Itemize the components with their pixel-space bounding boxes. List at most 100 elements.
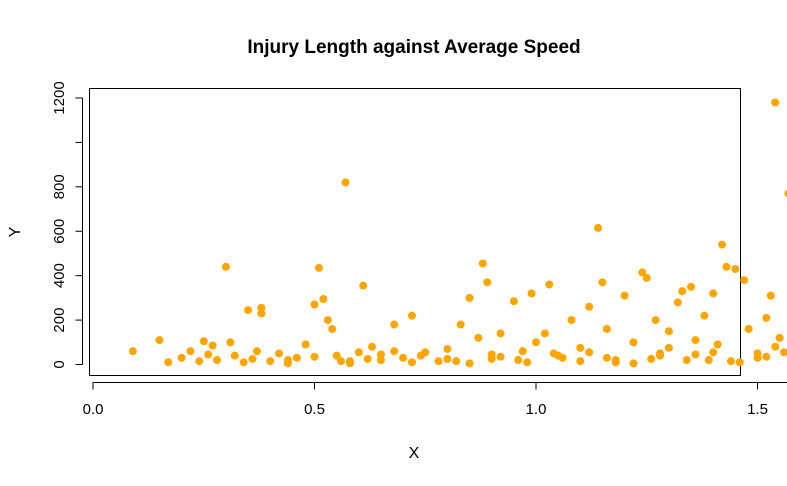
- data-point: [545, 280, 554, 289]
- data-point: [700, 311, 709, 320]
- data-point: [376, 350, 385, 359]
- data-point: [328, 324, 337, 333]
- data-point: [585, 348, 594, 357]
- data-point: [687, 282, 696, 291]
- data-point: [443, 354, 452, 363]
- data-point: [718, 240, 727, 249]
- data-point: [647, 354, 656, 363]
- data-point: [323, 316, 332, 325]
- y-tick-label: 0: [51, 360, 68, 368]
- data-point: [638, 268, 647, 277]
- data-point: [523, 358, 532, 367]
- data-point: [345, 359, 354, 368]
- data-point: [576, 357, 585, 366]
- data-point: [509, 297, 518, 306]
- data-point: [230, 351, 239, 360]
- data-point: [602, 324, 611, 333]
- data-point: [239, 358, 248, 367]
- data-point: [204, 350, 213, 359]
- y-tick-label: 1200: [51, 81, 68, 114]
- chart-title: Injury Length against Average Speed: [247, 37, 580, 58]
- data-point: [629, 338, 638, 347]
- x-axis-label: X: [409, 445, 420, 462]
- data-point: [465, 293, 474, 302]
- data-point: [368, 342, 377, 351]
- data-point: [465, 359, 474, 368]
- data-point: [128, 347, 137, 356]
- data-point: [314, 263, 323, 272]
- y-axis-label: Y: [7, 226, 24, 237]
- data-point: [221, 262, 230, 271]
- data-point: [257, 309, 266, 318]
- data-point: [155, 336, 164, 345]
- data-point: [301, 340, 310, 349]
- data-point: [283, 359, 292, 368]
- data-point: [407, 358, 416, 367]
- data-point: [434, 357, 443, 366]
- data-point: [620, 291, 629, 300]
- data-point: [704, 356, 713, 365]
- data-point: [611, 358, 620, 367]
- data-point: [199, 337, 208, 346]
- data-point: [664, 327, 673, 336]
- data-point: [376, 356, 385, 365]
- data-point: [766, 291, 775, 300]
- y-axis: 0 200 400 600 800 1200: [51, 81, 83, 369]
- data-point: [390, 320, 399, 329]
- data-point: [532, 338, 540, 347]
- data-point: [332, 351, 341, 360]
- data-point: [266, 357, 275, 366]
- data-point: [682, 356, 691, 365]
- data-point: [780, 348, 787, 357]
- data-point: [244, 306, 253, 315]
- data-point: [452, 357, 461, 366]
- data-point: [518, 347, 527, 356]
- x-tick-label: 1.5: [747, 401, 768, 418]
- data-point: [629, 359, 638, 368]
- data-point: [483, 278, 492, 287]
- x-tick-label: 1.0: [526, 401, 547, 418]
- data-point: [208, 341, 217, 350]
- data-point: [576, 343, 585, 352]
- data-point: [252, 347, 261, 356]
- data-point: [478, 259, 487, 268]
- data-point: [731, 265, 740, 274]
- data-point: [248, 354, 257, 363]
- data-point: [514, 356, 523, 365]
- data-point: [540, 329, 549, 338]
- data-point: [292, 353, 301, 362]
- data-point: [775, 333, 784, 342]
- data-point: [691, 336, 700, 345]
- data-point: [651, 316, 660, 325]
- data-point: [213, 356, 222, 365]
- data-point: [722, 262, 731, 271]
- data-point: [771, 342, 780, 351]
- data-point: [319, 294, 328, 303]
- data-point: [310, 352, 319, 361]
- data-point: [740, 276, 749, 285]
- data-point: [549, 349, 558, 358]
- data-point: [558, 353, 567, 362]
- data-point: [416, 351, 425, 360]
- data-point: [709, 348, 718, 357]
- data-point: [713, 340, 722, 349]
- data-point: [567, 316, 576, 325]
- data-point: [735, 358, 744, 367]
- data-point: [691, 350, 700, 359]
- data-point: [598, 278, 607, 287]
- data-point: [399, 353, 408, 362]
- data-point: [673, 298, 682, 307]
- data-point: [709, 289, 718, 298]
- data-point: [177, 353, 186, 362]
- data-point: [195, 357, 204, 366]
- data-point: [474, 333, 483, 342]
- data-point: [602, 353, 611, 362]
- data-point: [186, 347, 195, 356]
- x-tick-label: 0.5: [304, 401, 325, 418]
- data-point: [496, 329, 505, 338]
- data-point: [496, 352, 505, 361]
- data-point: [354, 348, 363, 357]
- data-point: [585, 302, 594, 311]
- data-point: [164, 358, 173, 367]
